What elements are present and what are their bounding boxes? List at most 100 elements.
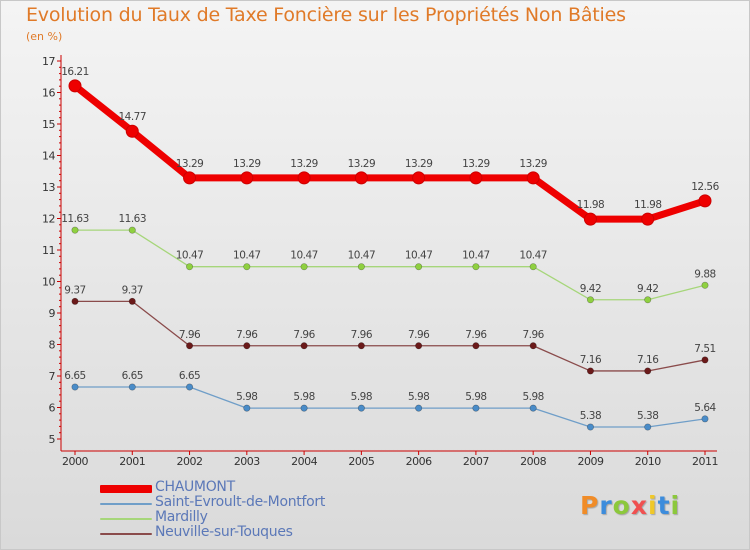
data-point xyxy=(586,367,594,375)
y-tick-label: 13 xyxy=(42,181,55,194)
y-tick-label: 8 xyxy=(49,339,56,352)
data-point xyxy=(128,226,136,234)
data-label: 6.65 xyxy=(179,370,200,382)
series-line-chaumont xyxy=(71,82,709,223)
data-point xyxy=(415,263,423,271)
y-tick-label: 10 xyxy=(42,276,55,289)
logo-letter: t xyxy=(657,491,671,520)
data-point xyxy=(243,404,251,412)
logo-letter: x xyxy=(630,491,648,520)
data-point xyxy=(357,263,365,271)
data-label: 7.96 xyxy=(408,329,430,341)
data-label: 6.65 xyxy=(122,370,143,382)
data-label: 10.47 xyxy=(290,250,318,262)
data-point xyxy=(586,423,594,431)
legend-label: Neuville-sur-Touques xyxy=(155,524,293,540)
data-label: 13.29 xyxy=(176,158,204,170)
x-tick-label: 2001 xyxy=(119,455,145,468)
data-point xyxy=(529,342,537,350)
data-point xyxy=(71,297,79,305)
data-label: 13.29 xyxy=(348,158,376,170)
data-label: 10.47 xyxy=(233,250,261,262)
data-label: 13.29 xyxy=(519,158,547,170)
data-label: 13.29 xyxy=(462,158,490,170)
data-label: 10.47 xyxy=(176,250,204,262)
data-label: 10.47 xyxy=(462,250,490,262)
data-label: 7.96 xyxy=(351,329,373,341)
x-tick-label: 2009 xyxy=(577,455,603,468)
chart-subtitle: (en %) xyxy=(26,30,63,43)
legend-label: Mardilly xyxy=(155,509,208,525)
y-tick-label: 17 xyxy=(42,55,55,68)
data-label: 5.98 xyxy=(236,391,257,403)
data-point xyxy=(357,342,365,350)
data-point xyxy=(243,263,251,271)
data-point xyxy=(412,171,426,185)
data-label: 7.96 xyxy=(179,329,201,341)
data-label: 13.29 xyxy=(290,158,318,170)
data-point xyxy=(698,194,712,208)
logo-letter: i xyxy=(648,491,658,520)
data-point xyxy=(357,404,365,412)
data-point xyxy=(183,171,197,185)
x-tick-label: 2000 xyxy=(62,455,88,468)
data-label: 9.42 xyxy=(580,283,601,295)
data-label: 14.77 xyxy=(118,111,146,123)
data-label: 5.98 xyxy=(522,391,543,403)
data-point xyxy=(529,263,537,271)
data-label: 11.98 xyxy=(577,199,605,211)
logo-letter: i xyxy=(670,491,681,520)
data-label: 16.21 xyxy=(61,66,89,78)
x-tick-label: 2011 xyxy=(692,455,718,468)
data-point xyxy=(186,383,194,391)
data-label: 10.47 xyxy=(519,250,547,262)
legend-swatch xyxy=(100,485,152,493)
data-point xyxy=(526,171,540,185)
data-point xyxy=(300,404,308,412)
data-label: 12.56 xyxy=(691,181,719,193)
data-point xyxy=(300,263,308,271)
data-point xyxy=(297,171,311,185)
data-point xyxy=(644,367,652,375)
data-label: 9.42 xyxy=(637,283,658,295)
data-label: 7.16 xyxy=(580,354,602,366)
data-point xyxy=(128,297,136,305)
legend-swatch xyxy=(100,533,152,535)
data-label: 11.63 xyxy=(61,213,89,225)
series-line-neuville-sur-touques xyxy=(74,300,706,372)
data-label: 6.65 xyxy=(64,370,85,382)
data-label: 5.98 xyxy=(465,391,486,403)
data-label: 9.37 xyxy=(122,284,143,296)
data-point xyxy=(472,263,480,271)
x-tick-label: 2007 xyxy=(463,455,489,468)
x-tick-label: 2005 xyxy=(348,455,374,468)
data-point xyxy=(641,212,655,226)
data-label: 9.88 xyxy=(694,268,715,280)
data-point xyxy=(68,79,82,93)
data-point xyxy=(701,281,709,289)
legend-label: Saint-Evroult-de-Montfort xyxy=(155,494,326,510)
data-label: 7.96 xyxy=(293,329,315,341)
logo-letter: r xyxy=(599,491,613,520)
proxiti-logo: Proxiti xyxy=(580,491,680,520)
data-point xyxy=(586,296,594,304)
data-point xyxy=(243,342,251,350)
data-label: 7.96 xyxy=(522,329,544,341)
data-label: 5.64 xyxy=(694,402,716,414)
data-label: 13.29 xyxy=(405,158,433,170)
data-label: 7.96 xyxy=(465,329,487,341)
data-label: 5.98 xyxy=(408,391,429,403)
data-label: 5.38 xyxy=(637,410,658,422)
data-label: 9.37 xyxy=(64,284,85,296)
y-tick-label: 16 xyxy=(42,87,55,100)
x-tick-label: 2006 xyxy=(406,455,432,468)
data-label: 7.51 xyxy=(694,343,715,355)
y-tick-label: 7 xyxy=(49,370,56,383)
chart-title: Evolution du Taux de Taxe Foncière sur l… xyxy=(26,4,626,26)
data-point xyxy=(701,415,709,423)
y-tick-label: 11 xyxy=(42,244,55,257)
data-point xyxy=(472,404,480,412)
y-tick-label: 14 xyxy=(42,150,55,163)
